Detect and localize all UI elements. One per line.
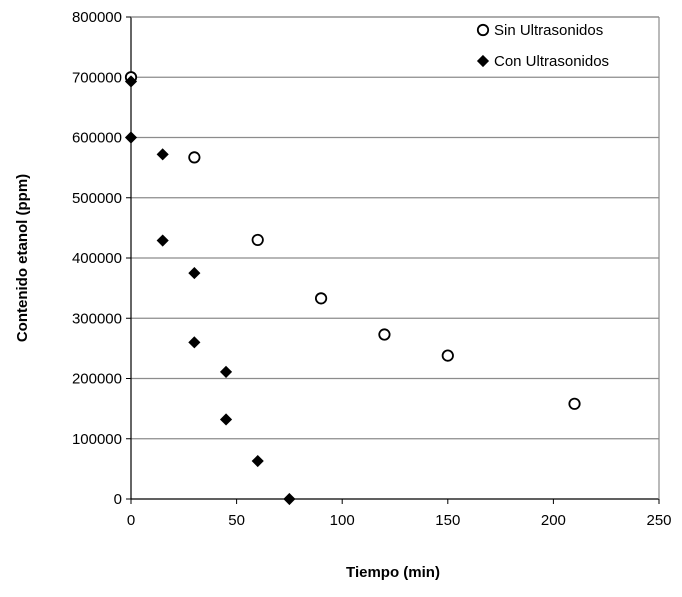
legend-marker	[478, 25, 488, 35]
legend-label: Sin Ultrasonidos	[494, 22, 603, 39]
y-tick-label: 0	[114, 491, 122, 508]
x-axis-title: Tiempo (min)	[346, 564, 440, 581]
y-axis-title: Contenido etanol (ppm)	[14, 174, 31, 342]
y-tick-label: 700000	[72, 69, 122, 86]
y-tick-label: 400000	[72, 250, 122, 267]
data-point-circle	[316, 293, 326, 303]
tick-labels: 0 100000 200000 300000 400000 500000 600000 700…	[72, 9, 672, 529]
axes	[126, 17, 659, 504]
series-sin-ultrasonidos	[126, 72, 580, 409]
data-point-diamond	[221, 366, 232, 377]
gridlines	[131, 17, 659, 439]
data-point-circle	[379, 329, 389, 339]
data-point-diamond	[189, 268, 200, 279]
y-tick-label: 800000	[72, 9, 122, 26]
y-tick-label: 600000	[72, 130, 122, 147]
data-point-diamond	[284, 494, 295, 505]
data-point-circle	[253, 235, 263, 245]
data-point-diamond	[189, 337, 200, 348]
y-tick-label: 200000	[72, 371, 122, 388]
x-tick-label: 200	[541, 512, 566, 529]
y-tick-label: 500000	[72, 190, 122, 207]
legend-label: Con Ultrasonidos	[494, 53, 609, 70]
x-tick-label: 0	[127, 512, 135, 529]
series-con-ultrasonidos	[126, 76, 295, 505]
x-tick-label: 50	[228, 512, 245, 529]
x-tick-label: 250	[646, 512, 671, 529]
data-point-diamond	[157, 149, 168, 160]
legend-marker	[478, 56, 489, 67]
x-tick-label: 100	[330, 512, 355, 529]
data-point-circle	[569, 399, 579, 409]
x-tick-label: 150	[435, 512, 460, 529]
y-tick-label: 300000	[72, 310, 122, 327]
data-point-diamond	[252, 456, 263, 467]
data-point-circle	[189, 152, 199, 162]
data-point-diamond	[126, 132, 137, 143]
data-point-diamond	[157, 235, 168, 246]
legend: Sin Ultrasonidos Con Ultrasonidos	[478, 22, 610, 70]
data-point-diamond	[221, 414, 232, 425]
y-tick-label: 100000	[72, 431, 122, 448]
data-point-circle	[443, 350, 453, 360]
